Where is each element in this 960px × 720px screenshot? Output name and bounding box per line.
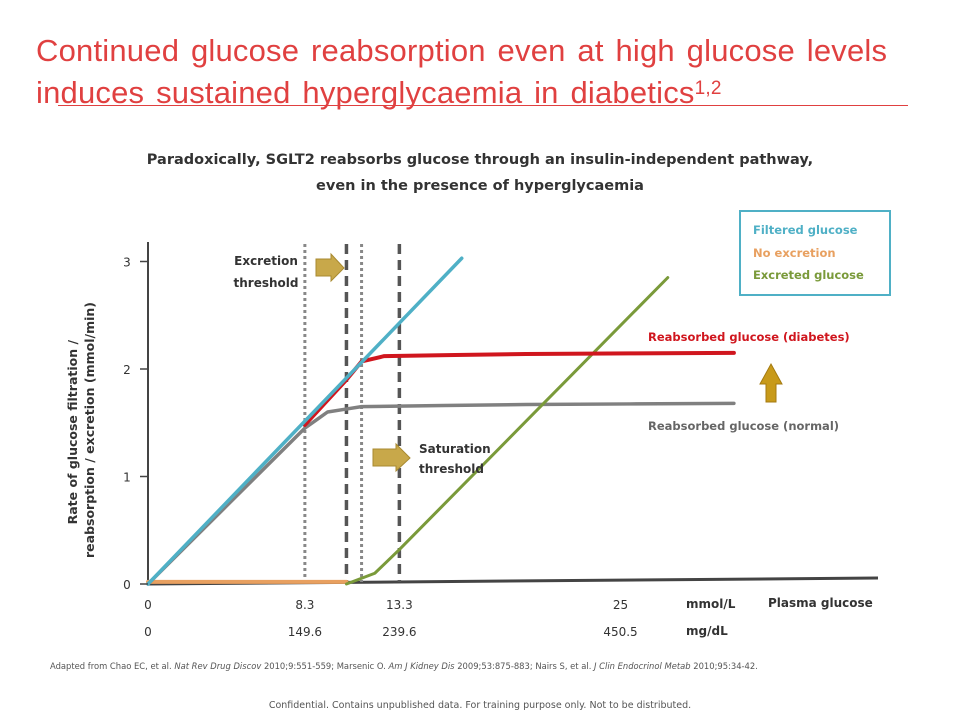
x-axis-label: Plasma glucose	[768, 596, 873, 610]
subtitle-line-2: even in the presence of hyperglycaemia	[316, 178, 644, 194]
x-tick-label-mgdl-0: 0	[144, 625, 152, 639]
footnote-journal-3: J Clin Endocrinol Metab	[594, 661, 691, 671]
footnote-ref-3: 2010;95:34-42.	[690, 661, 758, 671]
x-tick-label-mmol-1: 8.3	[295, 598, 314, 612]
title-superscript: 1,2	[694, 78, 722, 99]
y-tick-label-3: 3	[123, 256, 131, 270]
x-tick-label-mmol-0: 0	[144, 598, 152, 612]
legend-item-excreted: Excreted glucose	[753, 268, 864, 282]
legend: Filtered glucose No excretion Excreted g…	[739, 210, 891, 296]
x-tick-label-mmol-3: 25	[613, 598, 628, 612]
series-filtered-glucose	[146, 256, 464, 586]
y-axis-label-line-2: reabsorption / excretion (mmol/min)	[82, 302, 97, 558]
x-unit-mgdl: mg/dL	[686, 624, 728, 638]
saturation-threshold-label-2: threshold	[419, 462, 484, 476]
legend-item-filtered: Filtered glucose	[753, 223, 858, 237]
x-tick-label-mgdl-1: 149.6	[288, 625, 322, 639]
y-axis-label: Rate of glucose filtration / reabsorptio…	[65, 302, 97, 558]
excretion-threshold-label-2: threshold	[234, 276, 299, 290]
excretion-threshold-arrow	[315, 252, 345, 283]
x-tick-label-mmol-2: 13.3	[386, 598, 413, 612]
footnote-ref-2: 2009;53:875-883; Nairs S, et al.	[454, 661, 595, 671]
legend-item-no-excretion: No excretion	[753, 246, 836, 260]
y-tick-label-1: 1	[123, 471, 131, 485]
title-underline	[58, 105, 908, 106]
saturation-threshold-label-1: Saturation	[419, 442, 491, 456]
footnote: Adapted from Chao EC, et al. Nat Rev Dru…	[50, 661, 930, 671]
reabsorbed-diabetes-label: Reabsorbed glucose (diabetes)	[648, 330, 850, 344]
title-text: Continued glucose reabsorption even at h…	[36, 33, 888, 110]
footnote-prefix: Adapted from Chao EC, et al.	[50, 661, 175, 671]
footnote-journal-1: Nat Rev Drug Discov	[174, 661, 262, 671]
reabsorbed-normal-label: Reabsorbed glucose (normal)	[648, 419, 839, 433]
saturation-threshold-arrow	[372, 442, 411, 473]
y-tick-label-0: 0	[123, 578, 131, 592]
confidential-notice: Confidential. Contains unpublished data.…	[268, 700, 692, 711]
footnote-ref-1: 2010;9:551-559; Marsenic O.	[261, 661, 389, 671]
series-reabsorbed-glucose-diabetes	[302, 350, 736, 427]
subtitle-line-1: Paradoxically, SGLT2 reabsorbs glucose t…	[146, 152, 814, 168]
increase-up-arrow	[759, 362, 783, 403]
x-unit-mmol: mmol/L	[686, 597, 736, 611]
series-excreted-glucose	[344, 276, 670, 586]
series-reabsorbed-glucose-normal	[146, 401, 736, 586]
x-tick-label-mgdl-2: 239.6	[382, 625, 416, 639]
slide-title: Continued glucose reabsorption even at h…	[36, 30, 926, 114]
y-axis-label-line-1: Rate of glucose filtration /	[65, 340, 80, 525]
x-tick-label-mgdl-3: 450.5	[603, 625, 637, 639]
y-tick-label-2: 2	[123, 363, 131, 377]
excretion-threshold-label-1: Excretion	[234, 254, 298, 268]
footnote-journal-2: Am J Kidney Dis	[388, 661, 455, 671]
subtitle: Paradoxically, SGLT2 reabsorbs glucose t…	[60, 147, 900, 199]
